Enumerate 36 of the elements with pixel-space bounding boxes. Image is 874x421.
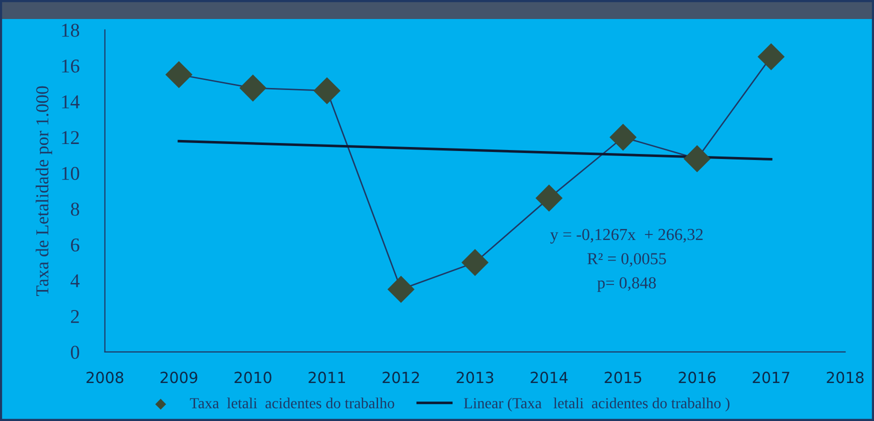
annotation: y = -0,1267x + 266,32 bbox=[550, 228, 703, 244]
legend-label: Linear (Taxa letali acidentes do trabalho ) bbox=[464, 398, 730, 412]
y-tick-label: 8 bbox=[70, 202, 80, 216]
annotation: R² = 0,0055 bbox=[587, 253, 666, 267]
point bbox=[758, 43, 785, 70]
x-tick-label: 2012 bbox=[382, 372, 419, 384]
x-tick-label: 2017 bbox=[752, 372, 790, 384]
x-tick-label: 2014 bbox=[530, 372, 568, 384]
x-tick-label: 2009 bbox=[160, 372, 198, 384]
y-tick-label: 0 bbox=[70, 346, 80, 359]
y-tick-label: 16 bbox=[62, 60, 80, 73]
x-tick-label: 2016 bbox=[678, 372, 716, 384]
y-tick-label: 10 bbox=[62, 166, 80, 180]
y-tick-label: 14 bbox=[62, 95, 80, 108]
annotation: p= 0,848 bbox=[597, 277, 656, 292]
point bbox=[684, 145, 711, 172]
x-tick-label: 2008 bbox=[86, 372, 124, 384]
point bbox=[536, 184, 563, 212]
point bbox=[461, 248, 489, 276]
point bbox=[165, 61, 192, 88]
y-axis-title: Taxa de Letalidade por 1.000 bbox=[36, 86, 52, 296]
y-tick-label: 18 bbox=[62, 24, 80, 37]
y-tick-label: 2 bbox=[71, 310, 79, 323]
y-tick-label: 12 bbox=[62, 131, 79, 144]
y-tick-label: 6 bbox=[70, 238, 80, 252]
x-tick-label: 2015 bbox=[604, 372, 642, 384]
x-tick-label: 2018 bbox=[826, 372, 864, 384]
x-tick-label: 2013 bbox=[456, 372, 494, 384]
point bbox=[239, 74, 266, 102]
point bbox=[610, 124, 637, 151]
legend-label: Taxa letali acidentes do trabalho bbox=[190, 398, 394, 408]
y-tick-label: 4 bbox=[70, 274, 80, 288]
x-tick-label: 2011 bbox=[308, 372, 345, 384]
x-tick-label: 2010 bbox=[234, 372, 272, 384]
point bbox=[387, 276, 415, 303]
point bbox=[313, 77, 340, 104]
